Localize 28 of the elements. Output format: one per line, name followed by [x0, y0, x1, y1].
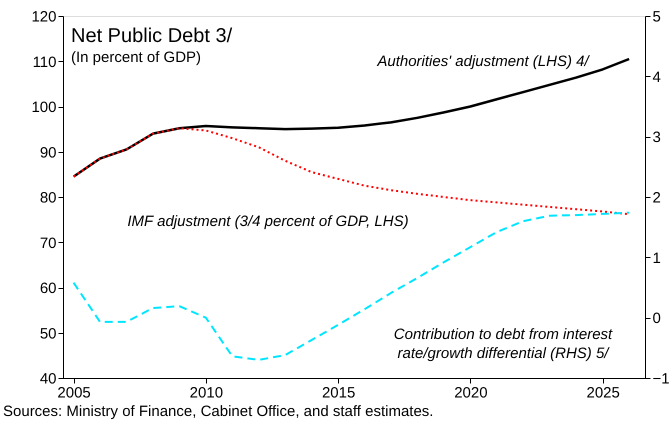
y-tick-label: 50 [40, 325, 56, 342]
y-tick-label: 40 [40, 370, 56, 388]
y2-tick-label: 2 [652, 190, 661, 206]
x-tick-label: 2025 [586, 384, 620, 402]
x-tick-label: 2010 [190, 384, 224, 402]
y-tick-label: 120 [31, 8, 56, 26]
y2-tick-label: 0 [652, 310, 661, 328]
y-tick-label: 90 [40, 144, 56, 162]
x-tick-label: 2020 [454, 384, 488, 402]
y-tick-label: 100 [31, 99, 56, 116]
y-tick-label: 80 [40, 190, 56, 206]
y2-tick-label: 3 [652, 129, 661, 146]
series-label: Authorities' adjustment (LHS) 4/ [376, 53, 590, 70]
text: (In percent of GDP) [71, 49, 202, 66]
y2-tick-label: −1 [652, 370, 670, 388]
series-label: Contribution to debt from interest rate/growth differential (RHS) 5/ [394, 326, 614, 362]
source-note: Sources: Ministry of Finance, Cabinet Office, and staff estimates. [3, 403, 434, 420]
y-tick-label: 110 [32, 54, 56, 71]
chart-title: Net Public Debt 3/ [71, 25, 233, 47]
y2-tick-label: 4 [652, 68, 661, 86]
x-tick-label: 2005 [57, 384, 91, 402]
y-tick-label: 60 [40, 280, 56, 297]
y2-tick-label: 5 [652, 8, 661, 26]
x-tick-label: 2015 [322, 384, 356, 402]
y2-tick-label: 1 [652, 250, 661, 267]
line-series [72, 212, 630, 361]
series-label: IMF adjustment (3/4 percent of GDP, LHS) [127, 213, 409, 230]
y-tick-label: 70 [40, 234, 56, 252]
